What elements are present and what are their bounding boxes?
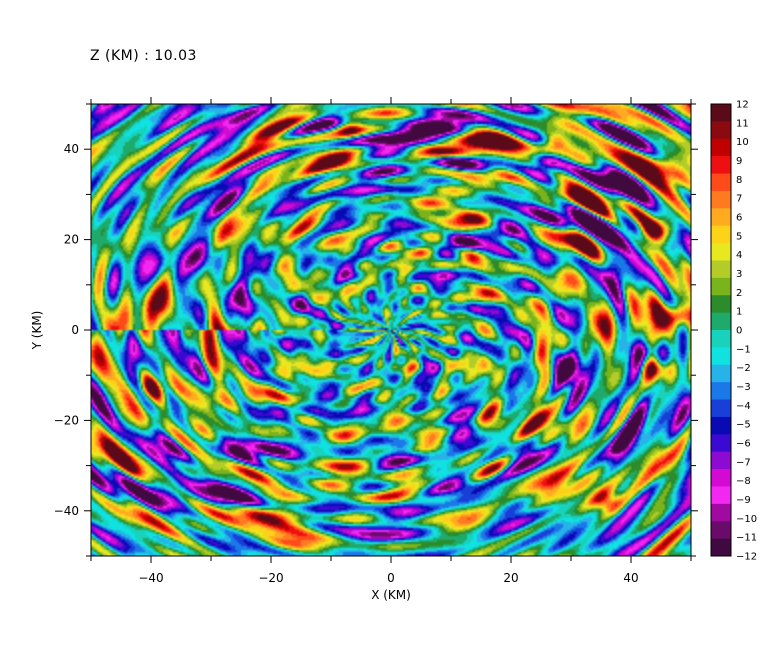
colorbar-tick-label: 11 [736,118,749,129]
colorbar-tick-label: 0 [736,326,742,337]
y-axis-label: Y (KM) [30,311,44,351]
y-axis: −40 −20 0 20 40 [54,103,698,557]
colorbar-swatch [711,521,731,540]
y-tick-label: −20 [54,413,79,427]
colorbar-tick-label: −6 [736,439,751,450]
colorbar-tick-label: −3 [736,382,751,393]
x-tick-label: −40 [138,571,163,585]
colorbar-swatch [711,451,731,470]
colorbar-swatch [711,434,731,453]
colorbar-swatch [711,138,731,157]
colorbar-tick-label: −5 [736,420,751,431]
colorbar-swatch [711,364,731,383]
colorbar-tick-label: −8 [736,476,751,487]
colorbar-swatch [711,382,731,401]
colorbar-swatch [711,121,731,140]
colorbar-swatch [711,330,731,348]
colorbar-tick-label: −1 [736,344,751,355]
colorbar-swatch [711,173,731,192]
colorbar-swatch [711,416,731,435]
y-tick-label: 40 [64,142,79,156]
colorbar-swatch [711,312,731,331]
level-label: Z (KM) : 10.03 [90,48,197,64]
colorbar-swatch [711,190,731,209]
colorbar-swatch [711,104,731,122]
x-tick-label: 0 [387,571,395,585]
colorbar: 1211109876543210−1−2−3−4−5−6−7−8−9−10−11… [710,100,757,563]
x-axis-label: X (KM) [371,588,411,602]
colorbar-tick-label: 2 [736,288,742,299]
colorbar-swatch [711,347,731,366]
colorbar-swatch [711,295,731,314]
colorbar-tick-label: 4 [736,250,742,261]
colorbar-swatch [711,156,731,175]
colorbar-tick-label: 9 [736,156,742,167]
colorbar-frame [710,103,732,557]
colorbar-tick-label: −9 [736,495,751,506]
colorbar-tick-label: −4 [736,401,751,412]
colorbar-tick-label: 5 [736,231,742,242]
colorbar-swatch [711,503,731,522]
colorbar-tick-label: −7 [736,457,751,468]
colorbar-tick-label: −12 [736,552,757,563]
colorbar-tick-label: −2 [736,363,751,374]
colorbar-tick-label: 7 [736,194,742,205]
x-tick-label: 20 [503,571,518,585]
field-heatmap [91,104,691,556]
colorbar-tick-label: 1 [736,307,742,318]
colorbar-swatch [711,208,731,227]
colorbar-swatch [711,225,731,244]
plot-area [90,103,692,557]
x-tick-label: −20 [258,571,283,585]
colorbar-tick-label: 12 [736,100,749,111]
x-axis: −40 −20 0 20 40 [90,97,692,585]
y-tick-label: 0 [71,323,79,337]
colorbar-tick-label: 3 [736,269,742,280]
y-tick-label: 20 [64,233,79,247]
colorbar-tick-label: 6 [736,213,742,224]
colorbar-swatch [711,538,731,557]
colorbar-tick-label: 8 [736,175,742,186]
x-tick-label: 40 [623,571,638,585]
colorbar-swatch [711,277,731,296]
colorbar-swatch [711,469,731,487]
colorbar-tick-label: −11 [736,533,757,544]
colorbar-swatch [711,486,731,505]
colorbar-swatch [711,243,731,261]
colorbar-tick-label: 10 [736,137,749,148]
colorbar-swatch [711,399,731,418]
colorbar-swatch [711,260,731,279]
y-tick-label: −40 [54,504,79,518]
colorbar-tick-label: −10 [736,514,757,525]
